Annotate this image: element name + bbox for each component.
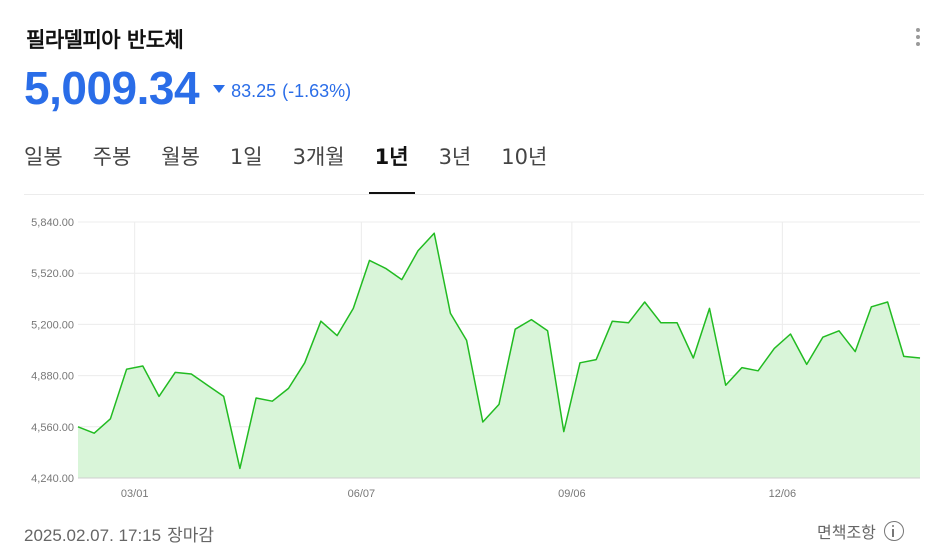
- info-icon: [883, 521, 904, 541]
- market-status: 장마감: [167, 526, 214, 546]
- update-datetime: 2025.02.07. 17:15: [24, 526, 162, 545]
- y-tick-label: 4,880.00: [31, 371, 74, 383]
- x-tick-label: 03/01: [121, 488, 149, 500]
- tab-monthly[interactable]: 월봉: [161, 145, 200, 169]
- y-tick-label: 4,240.00: [31, 473, 74, 485]
- y-tick-label: 4,560.00: [31, 422, 74, 434]
- tab-weekly[interactable]: 주봉: [92, 145, 132, 169]
- x-tick-label: 06/07: [348, 488, 376, 500]
- y-tick-label: 5,840.00: [31, 217, 74, 229]
- x-tick-label: 09/06: [558, 488, 586, 500]
- down-arrow-icon: [213, 85, 226, 93]
- change-amount: 83.25: [231, 80, 277, 101]
- last-updated: 2025.02.07. 17:15 장마감: [24, 521, 214, 546]
- disclaimer-link[interactable]: 면책조항: [817, 519, 904, 543]
- tab-daily[interactable]: 일봉: [24, 145, 63, 169]
- tab-1-year[interactable]: 1년: [368, 138, 415, 194]
- tab-1-day[interactable]: 1일: [229, 145, 263, 169]
- price-row: 5,009.34 83.25 (-1.63%): [24, 60, 351, 116]
- current-price: 5,009.34: [24, 62, 200, 114]
- tab-10-years[interactable]: 10년: [501, 145, 548, 169]
- y-tick-label: 5,520.00: [31, 268, 74, 280]
- y-tick-label: 5,200.00: [31, 319, 74, 331]
- x-tick-label: 12/06: [769, 488, 797, 500]
- tab-divider: [24, 194, 924, 195]
- tab-3-years[interactable]: 3년: [438, 145, 472, 169]
- index-title: 필라델피아 반도체: [26, 28, 184, 52]
- more-options-icon[interactable]: [912, 28, 924, 54]
- disclaimer-label: 면책조항: [817, 523, 876, 542]
- price-change: 83.25 (-1.63%): [231, 81, 351, 102]
- change-percent: (-1.63%): [282, 80, 352, 101]
- period-tabs: 일봉 주봉 월봉 1일 3개월 1년 3년 10년: [24, 138, 577, 194]
- tab-3-months[interactable]: 3개월: [292, 145, 345, 169]
- price-area: [78, 233, 920, 478]
- price-chart[interactable]: 4,240.00 4,560.00 4,880.00 5,200.00 5,520.00…: [0, 205, 948, 510]
